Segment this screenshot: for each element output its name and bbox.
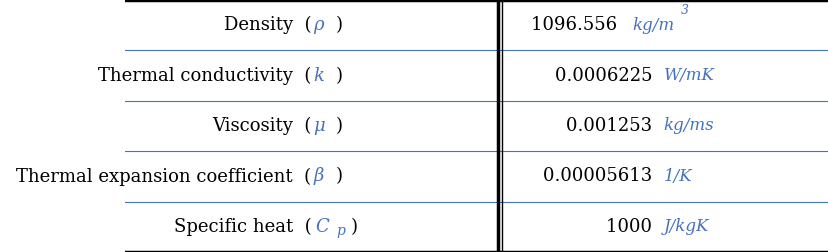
Text: ): ) [349,218,357,236]
Text: 1000: 1000 [605,218,662,236]
Text: kg/m: kg/m [631,17,673,34]
Text: Thermal conductivity  (: Thermal conductivity ( [98,67,311,85]
Text: 1/K: 1/K [662,168,691,185]
Text: J/kgK: J/kgK [662,218,708,235]
Text: Specific heat  (: Specific heat ( [174,218,311,236]
Text: 1096.556: 1096.556 [530,16,628,34]
Text: Thermal expansion coefficient  (: Thermal expansion coefficient ( [17,167,311,185]
Text: 0.00005613: 0.00005613 [542,167,662,185]
Text: β: β [313,167,324,185]
Text: 3: 3 [681,4,688,17]
Text: Density  (: Density ( [224,16,311,34]
Text: 0.0006225: 0.0006225 [554,67,662,85]
Text: C: C [315,218,329,236]
Text: W/mK: W/mK [662,67,714,84]
Text: μ: μ [313,117,325,135]
Text: 0.001253: 0.001253 [566,117,662,135]
Text: p: p [335,224,344,238]
Text: ): ) [335,67,343,85]
Text: kg/ms: kg/ms [662,117,713,135]
Text: ρ: ρ [313,16,324,34]
Text: ): ) [335,16,343,34]
Text: k: k [313,67,324,85]
Text: Viscosity  (: Viscosity ( [212,117,311,135]
Text: ): ) [335,167,343,185]
Text: ): ) [335,117,343,135]
